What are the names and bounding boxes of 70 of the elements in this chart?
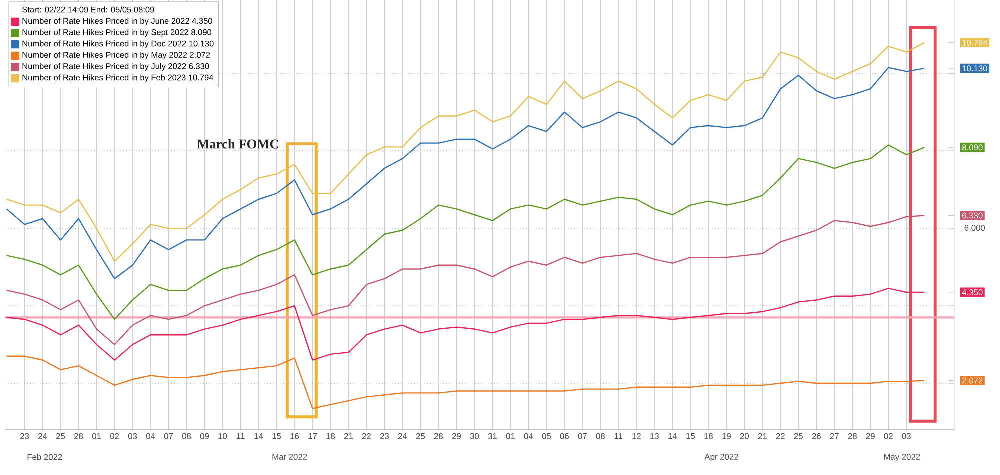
x-tick-label: 11 bbox=[614, 433, 623, 440]
x-tick-label: 22 bbox=[362, 433, 371, 440]
x-tick-label: 08 bbox=[182, 433, 192, 440]
y-tick-label: 8.090 bbox=[962, 144, 983, 151]
line-series bbox=[6, 42, 926, 262]
x-tick-label: 25 bbox=[794, 433, 803, 440]
x-tick-label: 14 bbox=[254, 433, 264, 440]
x-tick-label: 19 bbox=[722, 433, 731, 440]
x-tick-label: 14 bbox=[668, 433, 678, 440]
x-tick-label: 28 bbox=[434, 433, 444, 440]
legend-label: Number of Rate Hikes Priced in by July 2022 6.330 bbox=[22, 63, 210, 71]
x-tick-label: 16 bbox=[290, 433, 300, 440]
y-tick-label: 2.072 bbox=[962, 378, 983, 384]
x-tick-label: 28 bbox=[74, 433, 84, 440]
legend-label: Number of Rate Hikes Priced in by Sept 2022 8.090 bbox=[22, 29, 212, 37]
text: May 2022 bbox=[884, 454, 920, 462]
x-tick-label: 07 bbox=[578, 433, 587, 440]
x-tick-label: 17 bbox=[308, 433, 317, 440]
x-tick-label: 15 bbox=[686, 433, 696, 440]
x-tick-label: 20 bbox=[740, 433, 750, 440]
x-tick-label: 22 bbox=[776, 433, 785, 440]
x-tick-label: 25 bbox=[56, 433, 66, 440]
x-tick-label: 25 bbox=[416, 433, 426, 440]
x-tick-label: 30 bbox=[470, 433, 480, 440]
x-tick-label: 12 bbox=[632, 433, 641, 440]
x-tick-label: 01 bbox=[506, 433, 515, 440]
text: Feb 2022 bbox=[28, 454, 62, 460]
x-tick-label: 04 bbox=[146, 433, 156, 440]
x-tick-label: 01 bbox=[92, 433, 102, 440]
x-tick-label: 29 bbox=[452, 433, 462, 440]
x-tick-label: 03 bbox=[128, 433, 138, 440]
x-tick-label: 18 bbox=[704, 433, 713, 440]
legend-label: Number of Rate Hikes Priced in by Feb 2023 10.794 bbox=[22, 74, 214, 82]
x-tick-label: 23 bbox=[380, 433, 390, 440]
x-tick-label: 02 bbox=[110, 433, 120, 440]
x-tick-label: 06 bbox=[560, 433, 570, 440]
legend-label: Number of Rate Hikes Priced in by June 2022 4.350 bbox=[22, 18, 212, 26]
x-tick-label: 24 bbox=[38, 433, 48, 440]
y-tick-label: 10.130 bbox=[962, 66, 988, 72]
x-tick-label: 15 bbox=[272, 433, 282, 440]
x-tick-label: 21 bbox=[758, 433, 767, 440]
x-tick-label: 02 bbox=[884, 433, 893, 440]
x-tick-label: 04 bbox=[524, 433, 534, 440]
y-tick-label: 10.794 bbox=[962, 40, 988, 46]
x-tick-label: 03 bbox=[902, 433, 911, 440]
annotation: March FOMC bbox=[197, 139, 278, 149]
x-tick-label: 08 bbox=[596, 433, 606, 440]
x-tick-label: 13 bbox=[650, 433, 659, 440]
x-tick-label: 27 bbox=[830, 433, 839, 440]
legend-label: Number of Rate Hikes Priced in by May 2022 2.072 bbox=[22, 52, 210, 60]
legend-label: Number of Rate Hikes Priced in by Dec 2022 10.130 bbox=[22, 40, 214, 48]
x-tick-label: 29 bbox=[866, 433, 875, 440]
text: Apr 2022 bbox=[704, 454, 738, 462]
x-tick-label: 28 bbox=[848, 433, 857, 440]
x-tick-label: 26 bbox=[812, 433, 821, 440]
y-tick-label: 6.330 bbox=[962, 212, 983, 219]
x-tick-label: 05 bbox=[542, 433, 552, 440]
x-tick-label: 07 bbox=[164, 433, 174, 440]
x-tick-label: 10 bbox=[218, 433, 228, 440]
text: 6,000 bbox=[964, 225, 986, 232]
y-tick-label: 4.350 bbox=[962, 289, 983, 296]
text: Mar 2022 bbox=[272, 454, 308, 460]
x-tick-label: 31 bbox=[488, 433, 497, 440]
x-tick-label: 09 bbox=[200, 433, 210, 440]
legend-title: Start: 02/22 14:09 End: 05/05 08:09 bbox=[22, 6, 154, 13]
x-tick-label: 24 bbox=[398, 433, 408, 440]
x-tick-label: 23 bbox=[20, 433, 30, 440]
x-tick-label: 21 bbox=[344, 433, 354, 440]
x-tick-label: 18 bbox=[326, 433, 336, 440]
x-tick-label: 11 bbox=[237, 433, 245, 440]
